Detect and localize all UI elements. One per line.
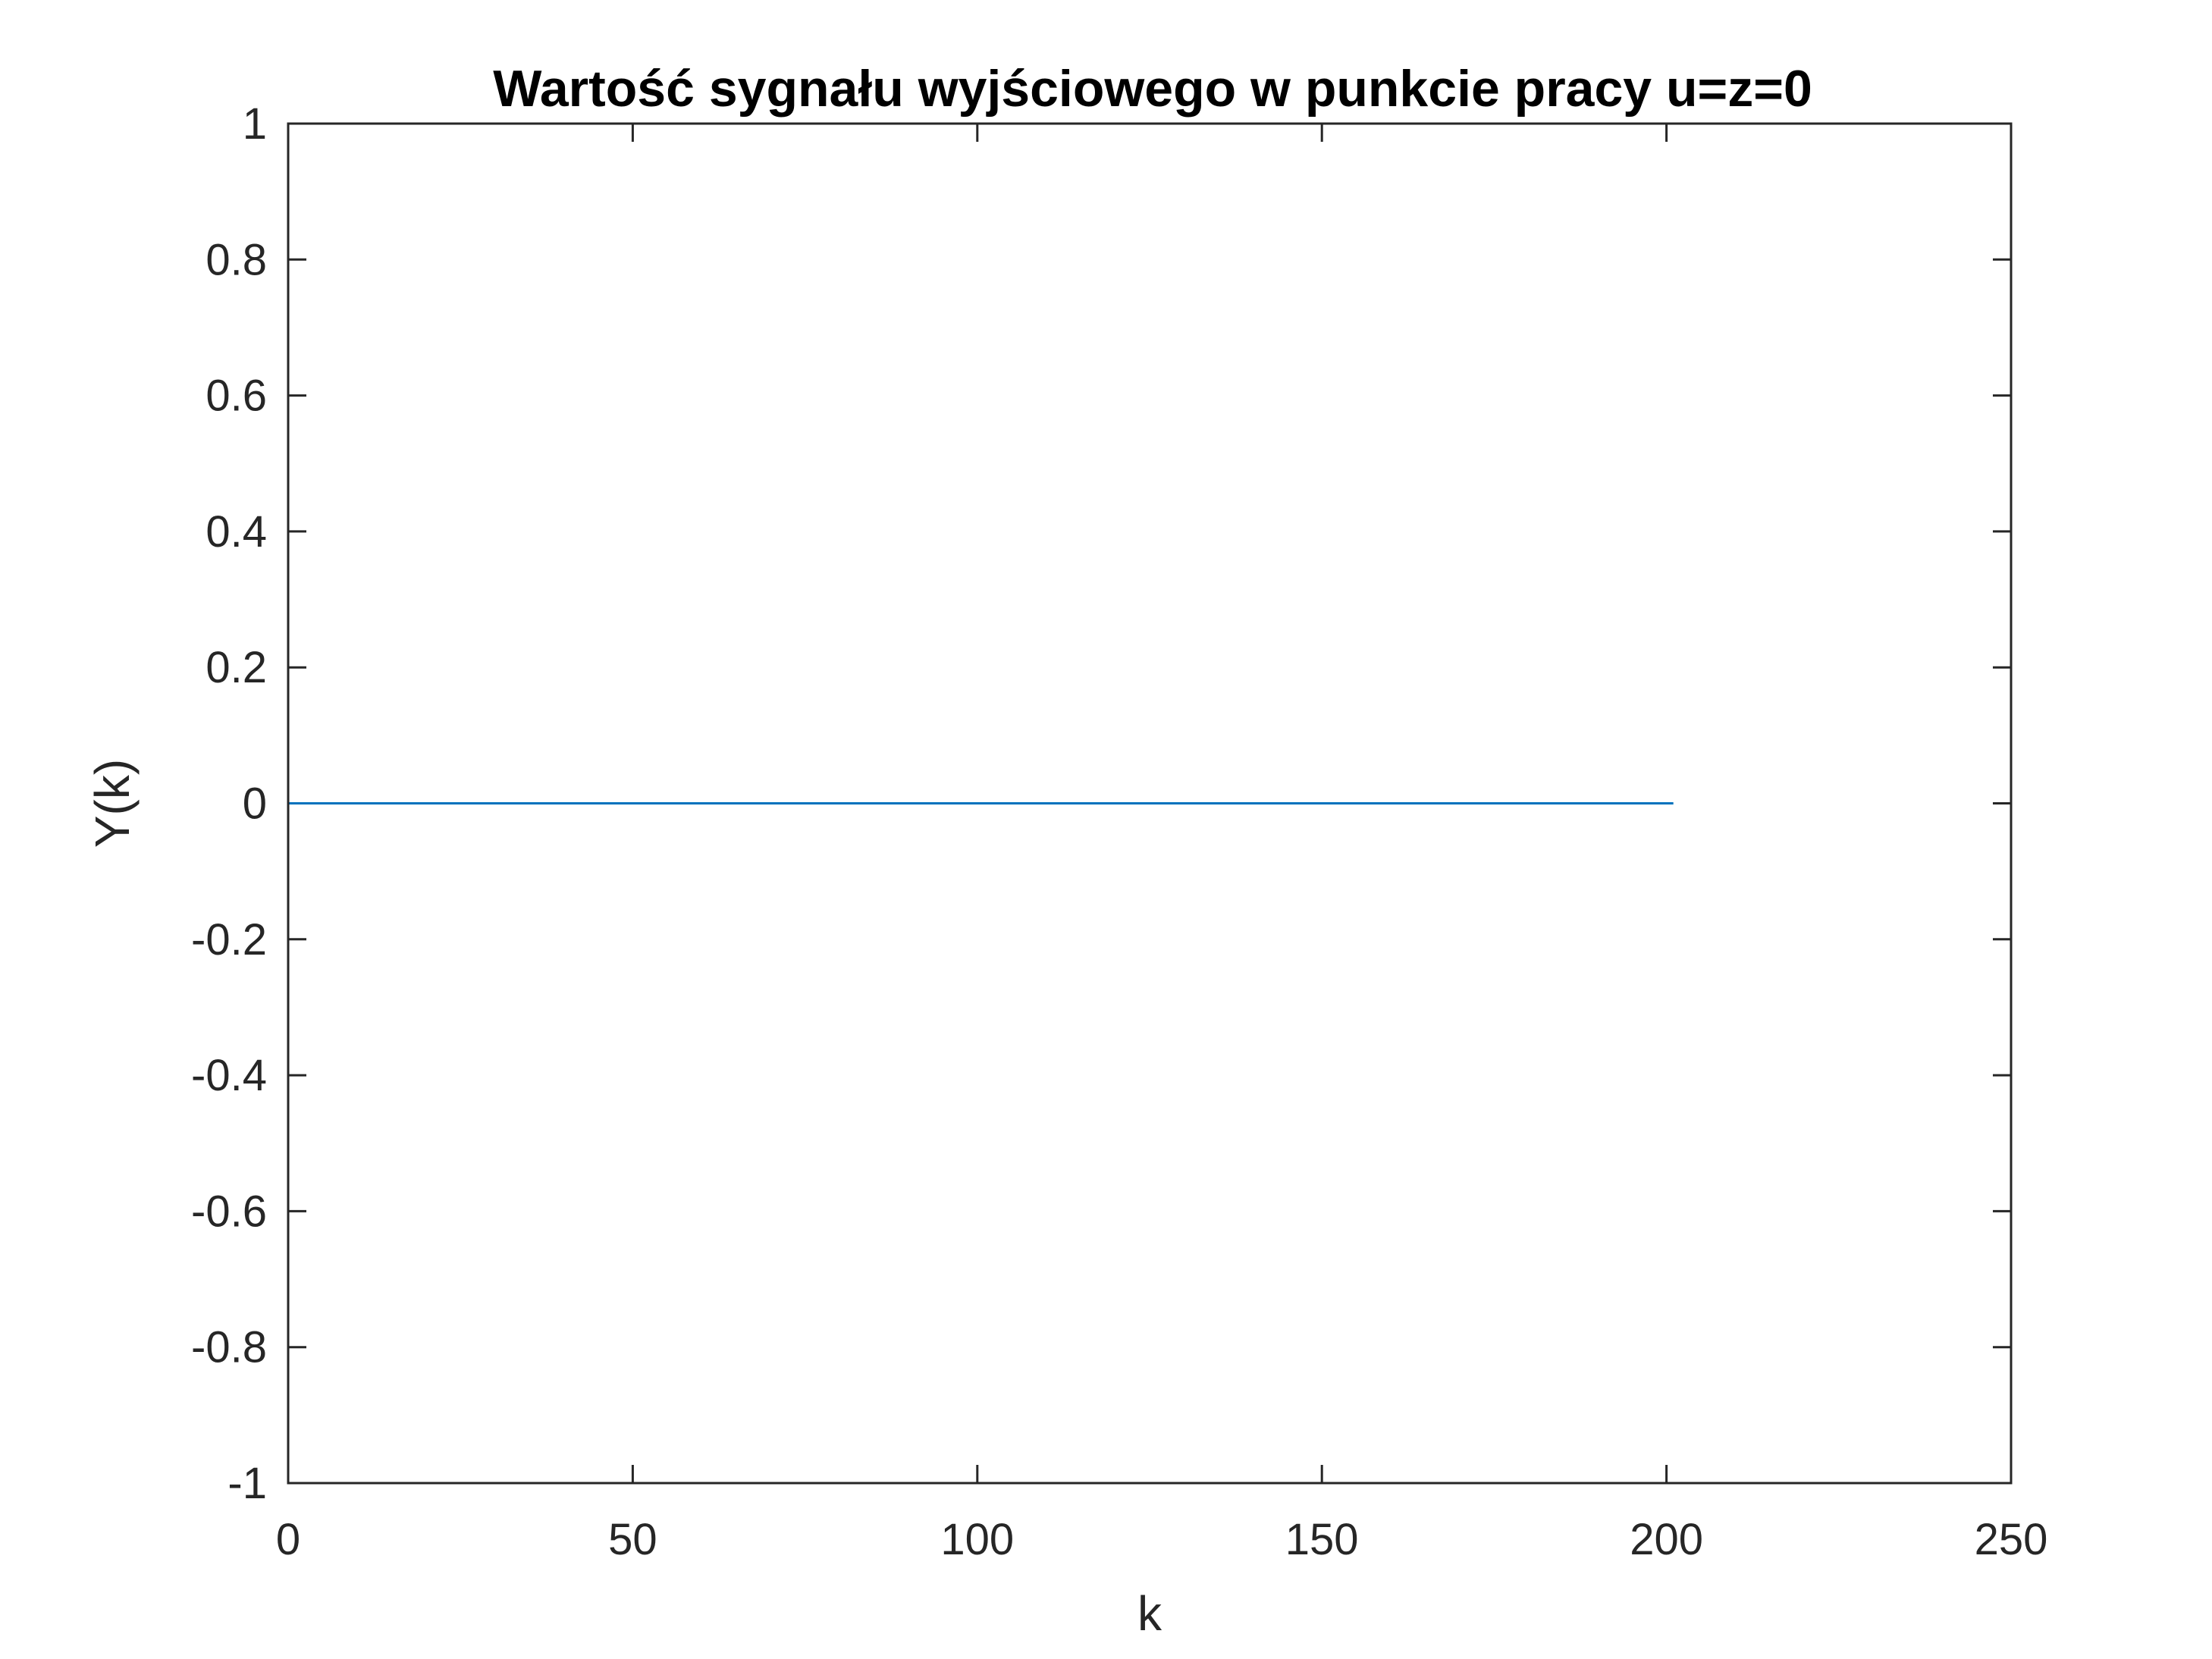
y-tick-label: -0.8 [191, 1323, 267, 1372]
x-tick-label: 200 [1630, 1515, 1703, 1564]
y-tick-labels: -1 -0.8 -0.6 -0.4 -0.2 0 0.2 0.4 0.6 0.8 1 [191, 99, 267, 1508]
y-tick-label: -0.4 [191, 1051, 267, 1100]
axes-box [287, 122, 2013, 1485]
y-tick-label: 0.4 [206, 507, 267, 557]
y-tick-label: 0.2 [206, 643, 267, 692]
x-tick-label: 100 [940, 1515, 1014, 1564]
x-tick-label: 250 [1975, 1515, 2048, 1564]
x-tick-label: 0 [276, 1515, 300, 1564]
y-axis-label: Y(k) [85, 759, 140, 848]
y-tick-label: 1 [243, 99, 267, 149]
x-axis-label: k [1137, 1586, 1162, 1641]
x-tick-label: 150 [1285, 1515, 1359, 1564]
x-tick-labels: 0 50 100 150 200 250 [276, 1515, 2048, 1564]
y-tick-label: -0.2 [191, 915, 267, 964]
x-tick-label: 50 [608, 1515, 657, 1564]
chart-title: Wartość sygnału wyjściowego w punkcie pr… [493, 60, 1812, 118]
y-tick-label: -0.6 [191, 1187, 267, 1236]
y-tick-label: 0 [243, 779, 267, 829]
y-tick-label: 0.8 [206, 235, 267, 284]
y-tick-label: 0.6 [206, 372, 267, 421]
y-tick-label: -1 [227, 1459, 267, 1508]
